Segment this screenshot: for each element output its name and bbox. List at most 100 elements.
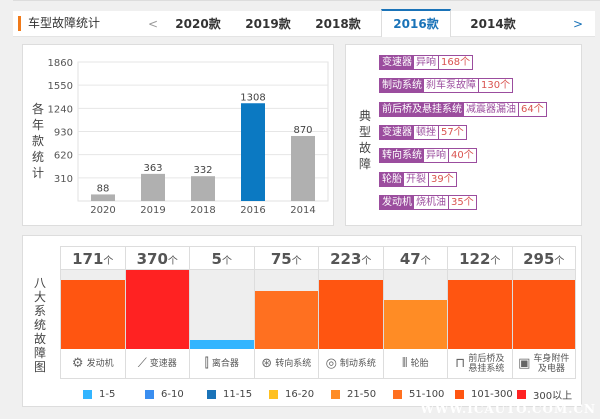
- fault-count: 39个: [431, 173, 454, 185]
- legend-swatch: [331, 390, 340, 399]
- tab-2020款[interactable]: 2020款: [175, 17, 221, 31]
- x-tick-label: 2016: [240, 205, 265, 216]
- fault-count: 168个: [441, 57, 471, 68]
- heat-bar: [190, 339, 254, 349]
- fault-system: 变速器: [380, 56, 414, 69]
- tab-2014款[interactable]: 2014款: [470, 17, 516, 31]
- fault-tag[interactable]: 轮胎 开裂 39个: [379, 171, 457, 187]
- heatmap-label: 八大系统故障图: [33, 276, 46, 374]
- tab-2019款[interactable]: 2019款: [245, 17, 291, 31]
- legend-item: 21-50: [331, 387, 393, 402]
- prev-arrow-icon[interactable]: <: [148, 17, 159, 31]
- count-unit: 个: [167, 256, 178, 267]
- legend-swatch: [455, 390, 464, 399]
- legend-label: 21-50: [347, 389, 377, 400]
- x-tick-label: 2014: [290, 205, 315, 216]
- system-count: 5个: [190, 246, 254, 270]
- legend-item: 1-5: [83, 387, 145, 402]
- count-unit: 个: [103, 256, 114, 267]
- fault-tag[interactable]: 变速器 顿挫 57个: [379, 124, 467, 140]
- y-tick-label: 930: [54, 128, 73, 139]
- legend: 1-5 6-10 11-15 16-20 21-50 51-100 101-300 300以上: [83, 387, 579, 402]
- count-unit: 个: [291, 256, 302, 267]
- system-name: 轮胎: [410, 358, 429, 369]
- bar-track: [448, 270, 512, 349]
- system-column[interactable]: 370个 ⟋ 变速器: [124, 246, 189, 379]
- fault-count: 57个: [441, 126, 464, 138]
- count-unit: 个: [420, 256, 431, 267]
- system-name: 前后桥及悬挂系统: [468, 353, 505, 374]
- fault-type: 异响: [414, 56, 439, 69]
- y-tick-label: 1240: [48, 104, 73, 115]
- bar-track: [125, 270, 189, 349]
- bar-track: [254, 270, 318, 349]
- legend-label: 101-300: [471, 389, 513, 400]
- count-value: 122: [459, 250, 491, 268]
- fault-tag[interactable]: 前后桥及悬挂系统 减震器漏油 64个: [379, 101, 547, 117]
- steering-wheel-icon: ⊛: [261, 355, 273, 371]
- legend-item: 6-10: [145, 387, 207, 402]
- bar-chart: 310 620 930 1240 1550 1860 88 2020 363 2019 332 201…: [48, 58, 329, 216]
- system-name: 离合器: [211, 358, 239, 369]
- system-column[interactable]: 47个 ⦀ 轮胎: [382, 246, 447, 379]
- system-column[interactable]: 122个 ⊓ 前后桥及悬挂系统: [447, 246, 512, 379]
- system-column[interactable]: 75个 ⊛ 转向系统: [253, 246, 318, 379]
- count-unit: 个: [554, 256, 565, 267]
- tab-2016款[interactable]: 2016款: [381, 9, 451, 37]
- fault-system: 变速器: [380, 125, 414, 139]
- system-count: 223个: [319, 246, 383, 270]
- fault-tag[interactable]: 制动系统 刹车泵故障 130个: [379, 78, 514, 94]
- suspension-icon: ⊓: [455, 355, 466, 371]
- legend-item: 101-300: [455, 387, 517, 402]
- legend-swatch: [393, 390, 402, 399]
- tab-bar: 车型故障统计 < 2020款 2019款 2018款 2016款 2014款 >: [13, 9, 595, 37]
- bar-track: [61, 270, 125, 349]
- count-value: 295: [523, 250, 555, 268]
- legend-swatch: [517, 390, 526, 399]
- battery-icon: ▣: [518, 355, 531, 371]
- heat-bar: [512, 280, 575, 349]
- data-label: 1308: [240, 92, 265, 103]
- system-column[interactable]: 223个 ◎ 制动系统: [318, 246, 383, 379]
- fault-type: 开裂: [404, 172, 429, 186]
- system-count: 47个: [383, 246, 447, 270]
- x-tick-label: 2019: [140, 205, 165, 216]
- bar-2018: [191, 176, 215, 201]
- typical-faults-panel: 典型故障 变速器 异响 168个 制动系统 刹车泵故障 130个 前后桥及悬挂系统 减震器漏油…: [345, 44, 582, 226]
- system-count: 171个: [61, 246, 125, 270]
- bar-track: [190, 270, 254, 349]
- legend-item: 300以上: [517, 387, 579, 402]
- system-column[interactable]: 295个 ▣ 车身附件及电器: [511, 246, 576, 379]
- fault-type: 减震器漏油: [464, 102, 519, 116]
- system-name: 发动机: [86, 358, 114, 369]
- fault-count: 64个: [521, 103, 544, 115]
- fault-count: 130个: [481, 80, 511, 92]
- bar-2019: [141, 173, 165, 201]
- tab-2018款[interactable]: 2018款: [315, 17, 361, 31]
- count-value: 223: [330, 250, 362, 268]
- system-column[interactable]: 5个 ⫿ 离合器: [189, 246, 254, 379]
- clutch-icon: ⫿: [204, 355, 209, 371]
- data-label: 88: [97, 183, 110, 194]
- heat-bar: [254, 290, 318, 349]
- fault-system: 转向系统: [380, 149, 424, 163]
- fault-tag[interactable]: 转向系统 异响 40个: [379, 148, 477, 164]
- legend-label: 11-15: [223, 389, 253, 400]
- gear-shift-icon: ⟋: [137, 355, 147, 371]
- data-label: 363: [143, 163, 162, 174]
- legend-label: 51-100: [409, 389, 445, 400]
- y-tick-label: 1550: [48, 81, 73, 92]
- system-name: 变速器: [149, 358, 177, 369]
- system-column[interactable]: 171个 ⚙ 发动机: [60, 246, 125, 379]
- system-count: 122个: [448, 246, 512, 270]
- heat-bar: [61, 280, 125, 349]
- count-value: 75: [270, 250, 292, 268]
- engine-icon: ⚙: [71, 355, 84, 371]
- fault-system: 制动系统: [380, 79, 424, 93]
- next-arrow-icon[interactable]: >: [573, 17, 584, 31]
- heat-bar: [319, 280, 383, 349]
- fault-tag[interactable]: 发动机 烧机油 35个: [379, 194, 477, 210]
- heat-bar: [448, 280, 512, 349]
- system-name: 车身附件及电器: [533, 353, 570, 374]
- fault-tag[interactable]: 变速器 异响 168个: [379, 55, 474, 70]
